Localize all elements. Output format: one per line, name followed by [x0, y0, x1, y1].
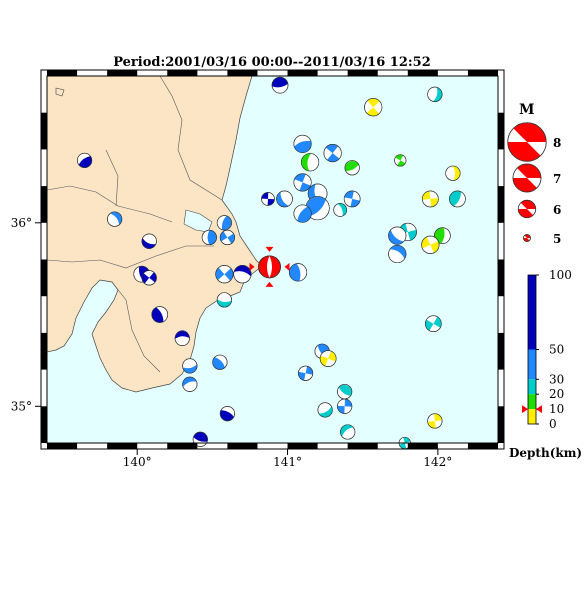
focal-mechanism-34	[141, 270, 157, 286]
focal-mechanism-32	[233, 265, 252, 284]
lon-tick-label: 140°	[123, 455, 152, 469]
lat-tick-label: 36°	[11, 216, 32, 230]
focal-mechanism-28	[219, 229, 235, 246]
prefecture-border-0	[159, 75, 223, 201]
magnitude-legend-label: 5	[553, 232, 561, 246]
focal-mechanism-38	[174, 330, 190, 346]
prefecture-border-1	[46, 185, 173, 223]
magnitude-legend: M 8 7 6 5	[507, 102, 561, 246]
focal-mechanism-3	[293, 134, 312, 153]
map-frame	[40, 69, 505, 450]
mainshock-marker-2	[249, 262, 255, 271]
axis-tick-labels: 140° 141° 142° 36° 35°	[11, 216, 453, 469]
focal-mechanism-45	[337, 384, 353, 400]
focal-mechanism-1	[364, 98, 383, 117]
focal-mechanism-29	[141, 233, 157, 249]
depth-legend-label: 20	[549, 387, 564, 401]
focal-mechanism-23	[388, 226, 407, 245]
focal-mechanism-21	[216, 215, 232, 231]
mainshock-marker-1	[265, 281, 274, 287]
magnitude-legend-ball	[523, 234, 531, 242]
focal-mechanism-0	[271, 76, 289, 94]
depth-marker-right	[536, 405, 542, 414]
depth-marker-left	[522, 405, 528, 414]
focal-mechanism-50	[340, 424, 356, 440]
map-area	[46, 75, 498, 450]
focal-mechanism-41	[182, 358, 198, 374]
focal-mechanism-layer	[77, 76, 466, 450]
magnitude-legend-label: 7	[553, 172, 561, 186]
focal-mechanism-13	[343, 190, 361, 208]
focal-mechanism-4	[323, 144, 342, 163]
depth-band	[528, 394, 536, 410]
focal-mechanism-43	[298, 365, 314, 381]
magnitude-legend-label: 6	[553, 203, 561, 217]
depth-band	[528, 275, 536, 350]
mainshock-layer	[249, 246, 290, 287]
mainshock-marker-3	[284, 262, 290, 271]
focal-mechanism-25	[421, 235, 440, 254]
lon-tick-label: 142°	[423, 455, 452, 469]
focal-mechanism-26	[388, 244, 407, 264]
magnitude-legend-ball	[517, 199, 537, 219]
focal-mechanism-49	[427, 413, 443, 429]
lake-shape	[55, 87, 65, 97]
mainshock-marker-0	[265, 246, 274, 252]
focal-mechanism-2	[427, 86, 443, 102]
focal-mechanism-48	[219, 406, 235, 422]
focal-mechanism-17	[276, 190, 293, 208]
depth-legend-title: Depth(km)	[509, 446, 582, 460]
focal-mechanism-27	[201, 229, 217, 246]
depth-band	[528, 349, 536, 380]
lon-tick-label: 141°	[273, 455, 302, 469]
focal-mechanism-47	[317, 402, 333, 418]
focal-mechanism-36	[151, 306, 169, 323]
focal-mechanism-10	[293, 173, 312, 192]
focal-mechanism-5	[301, 153, 320, 172]
prefecture-border-2	[46, 245, 214, 269]
focal-mechanism-31	[215, 265, 234, 284]
focal-mechanism-42	[212, 354, 228, 370]
focal-mechanism-15	[293, 204, 312, 223]
depth-legend-label: 30	[549, 372, 564, 386]
depth-band	[528, 379, 536, 395]
depth-band	[528, 409, 536, 424]
prefecture-borders	[46, 75, 223, 373]
map-title: Period:2001/03/16 00:00--2011/03/16 12:5…	[113, 55, 431, 70]
magnitude-legend-ball	[512, 163, 542, 193]
focal-mechanism-44	[182, 376, 198, 392]
focal-mechanism-30	[289, 263, 308, 282]
prefecture-border-3	[105, 149, 119, 207]
focal-mechanism-19	[422, 190, 439, 208]
depth-legend-label: 0	[549, 417, 557, 431]
focal-mechanism-37	[425, 315, 442, 333]
prefecture-border-4	[111, 281, 161, 373]
focal-mechanism-46	[337, 398, 353, 414]
magnitude-legend-title: M	[519, 102, 535, 118]
focal-mechanism-6	[344, 160, 360, 176]
mainshock-mechanism	[258, 255, 281, 279]
focal-mechanism-16	[261, 192, 275, 206]
depth-legend-label: 10	[549, 402, 564, 416]
magnitude-legend-label: 8	[553, 136, 561, 150]
focal-mechanism-20	[107, 211, 123, 227]
magnitude-legend-ball	[507, 122, 547, 162]
focal-mechanism-18	[449, 190, 466, 208]
focal-mechanism-40	[319, 350, 337, 367]
focal-mechanism-8	[445, 165, 461, 181]
focal-mechanism-14	[333, 203, 347, 217]
depth-legend-label: 50	[549, 343, 564, 357]
depth-legend-label: 100	[549, 268, 572, 282]
focal-mechanism-7	[394, 154, 407, 167]
lat-tick-label: 35°	[11, 399, 32, 413]
focal-mechanism-35	[216, 292, 232, 308]
focal-mechanism-9	[77, 152, 93, 168]
